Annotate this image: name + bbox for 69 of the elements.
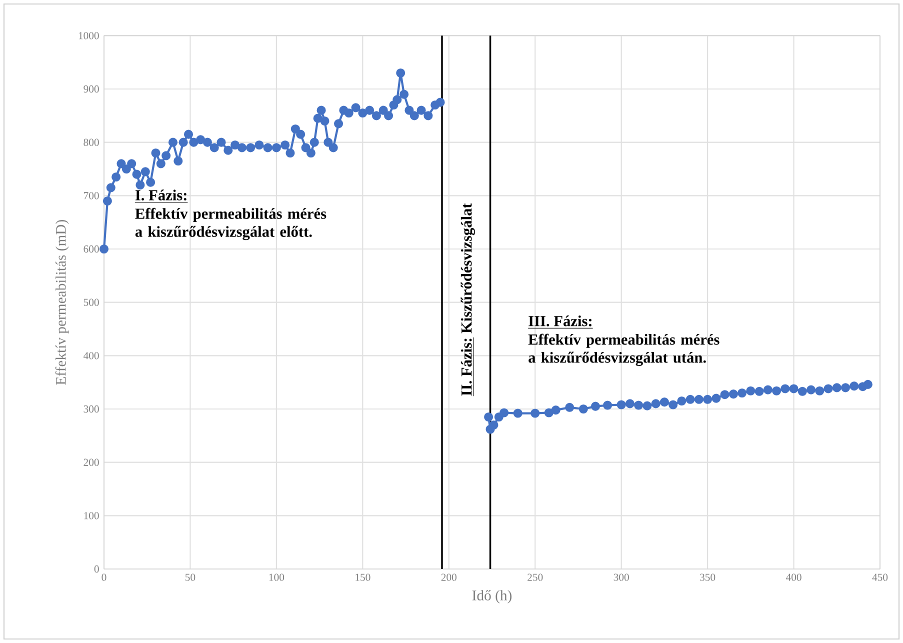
annotation: Kiszűrődésvizsgálat (460, 203, 475, 334)
point (863, 380, 872, 389)
point (530, 408, 540, 418)
point (489, 420, 498, 430)
x-axis-title: Idő (h) (472, 590, 512, 604)
point (590, 402, 600, 411)
x-tick-label: 0 (102, 574, 106, 581)
point (780, 384, 790, 394)
point (789, 384, 798, 394)
x-tick-label: 300 (614, 574, 629, 581)
point (824, 384, 833, 394)
annotation: Effektív permeabilitás mérés a kiszűrődésvizsgálat után. (528, 334, 720, 366)
point (763, 385, 772, 394)
point (720, 390, 730, 400)
point (798, 386, 807, 396)
point (815, 386, 824, 396)
point (660, 398, 669, 407)
x-tick-label: 200 (441, 574, 456, 581)
y-tick-label: 300 (84, 405, 99, 413)
point (513, 408, 522, 418)
point (754, 386, 764, 396)
point (603, 400, 612, 410)
point (677, 396, 686, 406)
point (565, 402, 574, 412)
point (484, 412, 494, 422)
y-tick-label: 200 (84, 458, 99, 466)
y-tick-label: 0 (94, 565, 99, 573)
point (694, 394, 704, 404)
y-tick-label: 500 (84, 298, 99, 306)
point (806, 385, 816, 394)
point (634, 400, 644, 410)
y-tick-label: 600 (84, 245, 99, 253)
x-tick-label: 350 (700, 574, 716, 581)
y-tick-label: 400 (84, 352, 99, 360)
point (686, 394, 695, 404)
x-tick-label: 50 (186, 574, 196, 581)
y-axis-title: Effektív permeabilitás (mD) (55, 220, 69, 385)
y-tick-label: 900 (84, 85, 99, 93)
point (616, 400, 626, 410)
y-tick-label: 700 (84, 192, 99, 200)
annotation: II. Fázis: (460, 338, 472, 396)
annotation: I. Fázis: (135, 190, 186, 200)
x-tick-label: 250 (528, 574, 543, 581)
point (651, 399, 660, 408)
point (850, 382, 859, 391)
point (738, 388, 747, 398)
x-tick-label: 100 (269, 574, 284, 581)
y-tick-label: 1000 (78, 32, 99, 40)
point (772, 386, 782, 396)
y-tick-label: 800 (84, 138, 99, 146)
point (544, 408, 554, 418)
point (668, 400, 678, 410)
x-tick-label: 150 (356, 574, 370, 581)
x-tick-label: 400 (786, 574, 802, 581)
annotation: III. Fázis: (528, 315, 592, 326)
point (746, 386, 756, 396)
y-tick-label: 100 (84, 512, 99, 520)
point (578, 404, 588, 414)
point (500, 408, 509, 418)
point (728, 390, 738, 399)
x-tick-label: 450 (872, 574, 888, 581)
annotation: Effektív permeabilitás mérés a kiszűrődésvizsgálat előtt. (135, 208, 326, 240)
point (712, 394, 721, 403)
point (832, 383, 842, 392)
point (642, 401, 652, 410)
point (840, 383, 850, 392)
point (703, 394, 712, 404)
point (625, 399, 634, 408)
point (551, 406, 560, 415)
